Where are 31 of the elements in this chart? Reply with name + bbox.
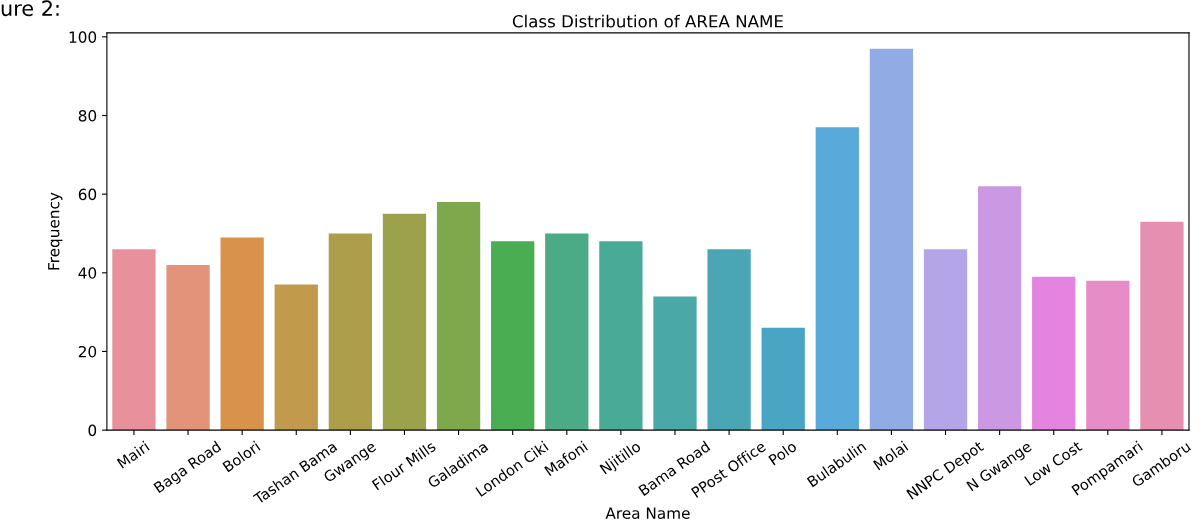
bar [599, 241, 643, 431]
bar [707, 249, 751, 431]
bar [328, 233, 372, 431]
y-tick-label: 100 [69, 31, 97, 43]
bar [274, 284, 318, 431]
y-tick-label: 0 [88, 424, 97, 437]
bar [869, 48, 914, 431]
bar [166, 264, 210, 431]
bar [1032, 276, 1076, 431]
x-tick-label: Polo [767, 440, 798, 466]
text: ure 2: [1, 0, 59, 17]
x-axis-title: Area Name [605, 507, 690, 519]
y-tick-label: 80 [78, 109, 97, 122]
bar [1140, 221, 1184, 431]
bar [653, 296, 697, 431]
y-axis-title: Frequency [48, 192, 63, 270]
y-tick-label: 40 [78, 267, 97, 279]
bar [977, 186, 1022, 431]
bar [923, 249, 968, 431]
bar [220, 237, 264, 431]
bar [491, 241, 535, 431]
bar [112, 249, 156, 431]
bar [761, 327, 805, 431]
chart-title: Class Distribution of AREA NAME [512, 14, 783, 28]
bar [545, 233, 589, 431]
bar [815, 127, 859, 431]
y-tick-label: 20 [78, 345, 97, 358]
bar [1086, 280, 1130, 431]
bar [382, 213, 427, 431]
bar [436, 202, 481, 431]
y-tick-label: 60 [78, 188, 97, 201]
